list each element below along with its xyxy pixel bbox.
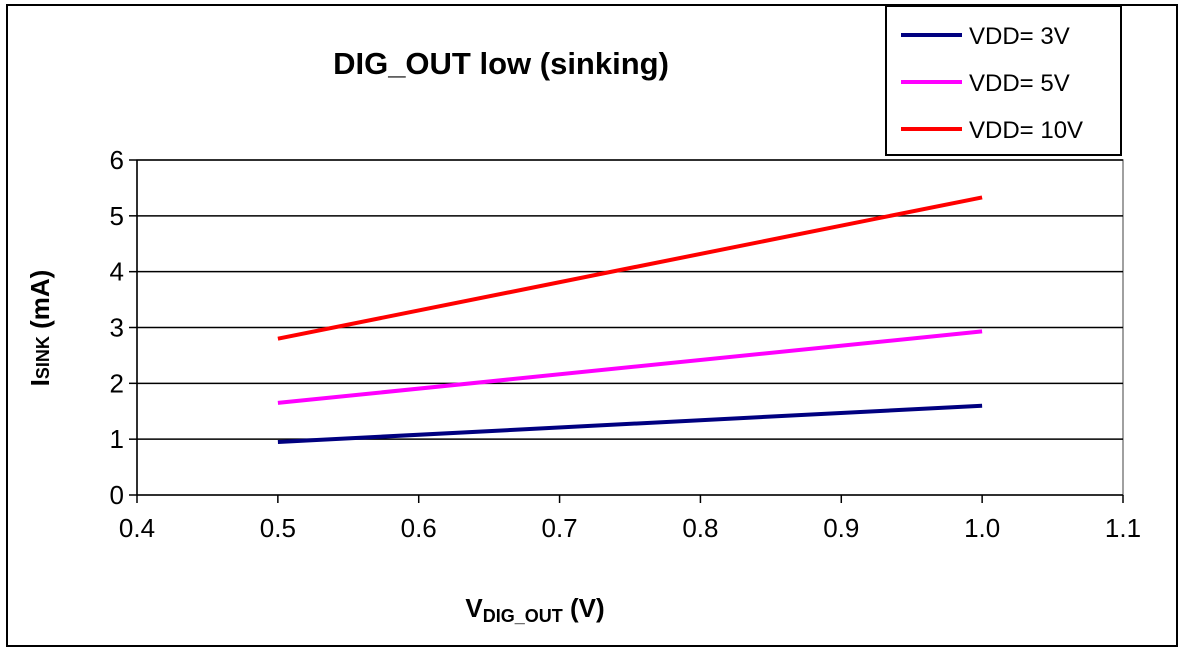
x-tick-label: 1.0: [964, 513, 1000, 543]
y-axis-label-main: I: [25, 379, 55, 386]
x-tick-label: 0.5: [260, 513, 296, 543]
y-tick-label: 3: [110, 313, 124, 343]
y-tick-label: 4: [110, 257, 124, 287]
y-axis-label-unit: (mA): [25, 270, 55, 336]
legend-items: VDD= 3V VDD= 5V VDD= 10V: [901, 23, 1083, 144]
x-axis-label-main: V: [465, 593, 483, 623]
x-tick-label: 0.8: [682, 513, 718, 543]
series-lines: [277, 195, 983, 444]
series-line-2: [277, 329, 983, 405]
series-line-1: [277, 403, 983, 444]
x-tick-label: 0.6: [401, 513, 437, 543]
y-tick-label: 1: [110, 424, 124, 454]
y-axis-label-sub: SINK: [33, 336, 53, 379]
x-tick-labels: 0.4 0.5 0.6 0.7 0.8 0.9 1.0 1.1: [119, 513, 1141, 543]
x-axis-label-sub: DIG_OUT: [483, 606, 563, 626]
y-tick-label: 0: [110, 480, 124, 510]
legend: VDD= 3V VDD= 5V VDD= 10V: [885, 5, 1122, 156]
x-axis-label: VDIG_OUT (V): [465, 593, 604, 626]
x-axis-label-unit: (V): [563, 593, 605, 623]
legend-label-2: VDD= 5V: [969, 70, 1070, 97]
series-line-3: [277, 195, 983, 341]
legend-label-1: VDD= 3V: [969, 23, 1070, 50]
y-tick-label: 5: [110, 201, 124, 231]
x-tick-label: 0.7: [541, 513, 577, 543]
x-tick-label: 0.4: [119, 513, 155, 543]
x-tick-label: 0.9: [823, 513, 859, 543]
y-tick-label: 6: [110, 145, 124, 175]
y-tick-labels: 0 1 2 3 4 5 6: [110, 145, 124, 510]
y-tick-label: 2: [110, 368, 124, 398]
y-axis-label: ISINK (mA): [25, 270, 55, 387]
chart-title: DIG_OUT low (sinking): [333, 46, 669, 81]
axes: [129, 159, 1124, 503]
legend-label-3: VDD= 10V: [969, 117, 1083, 144]
x-tick-label: 1.1: [1105, 513, 1141, 543]
